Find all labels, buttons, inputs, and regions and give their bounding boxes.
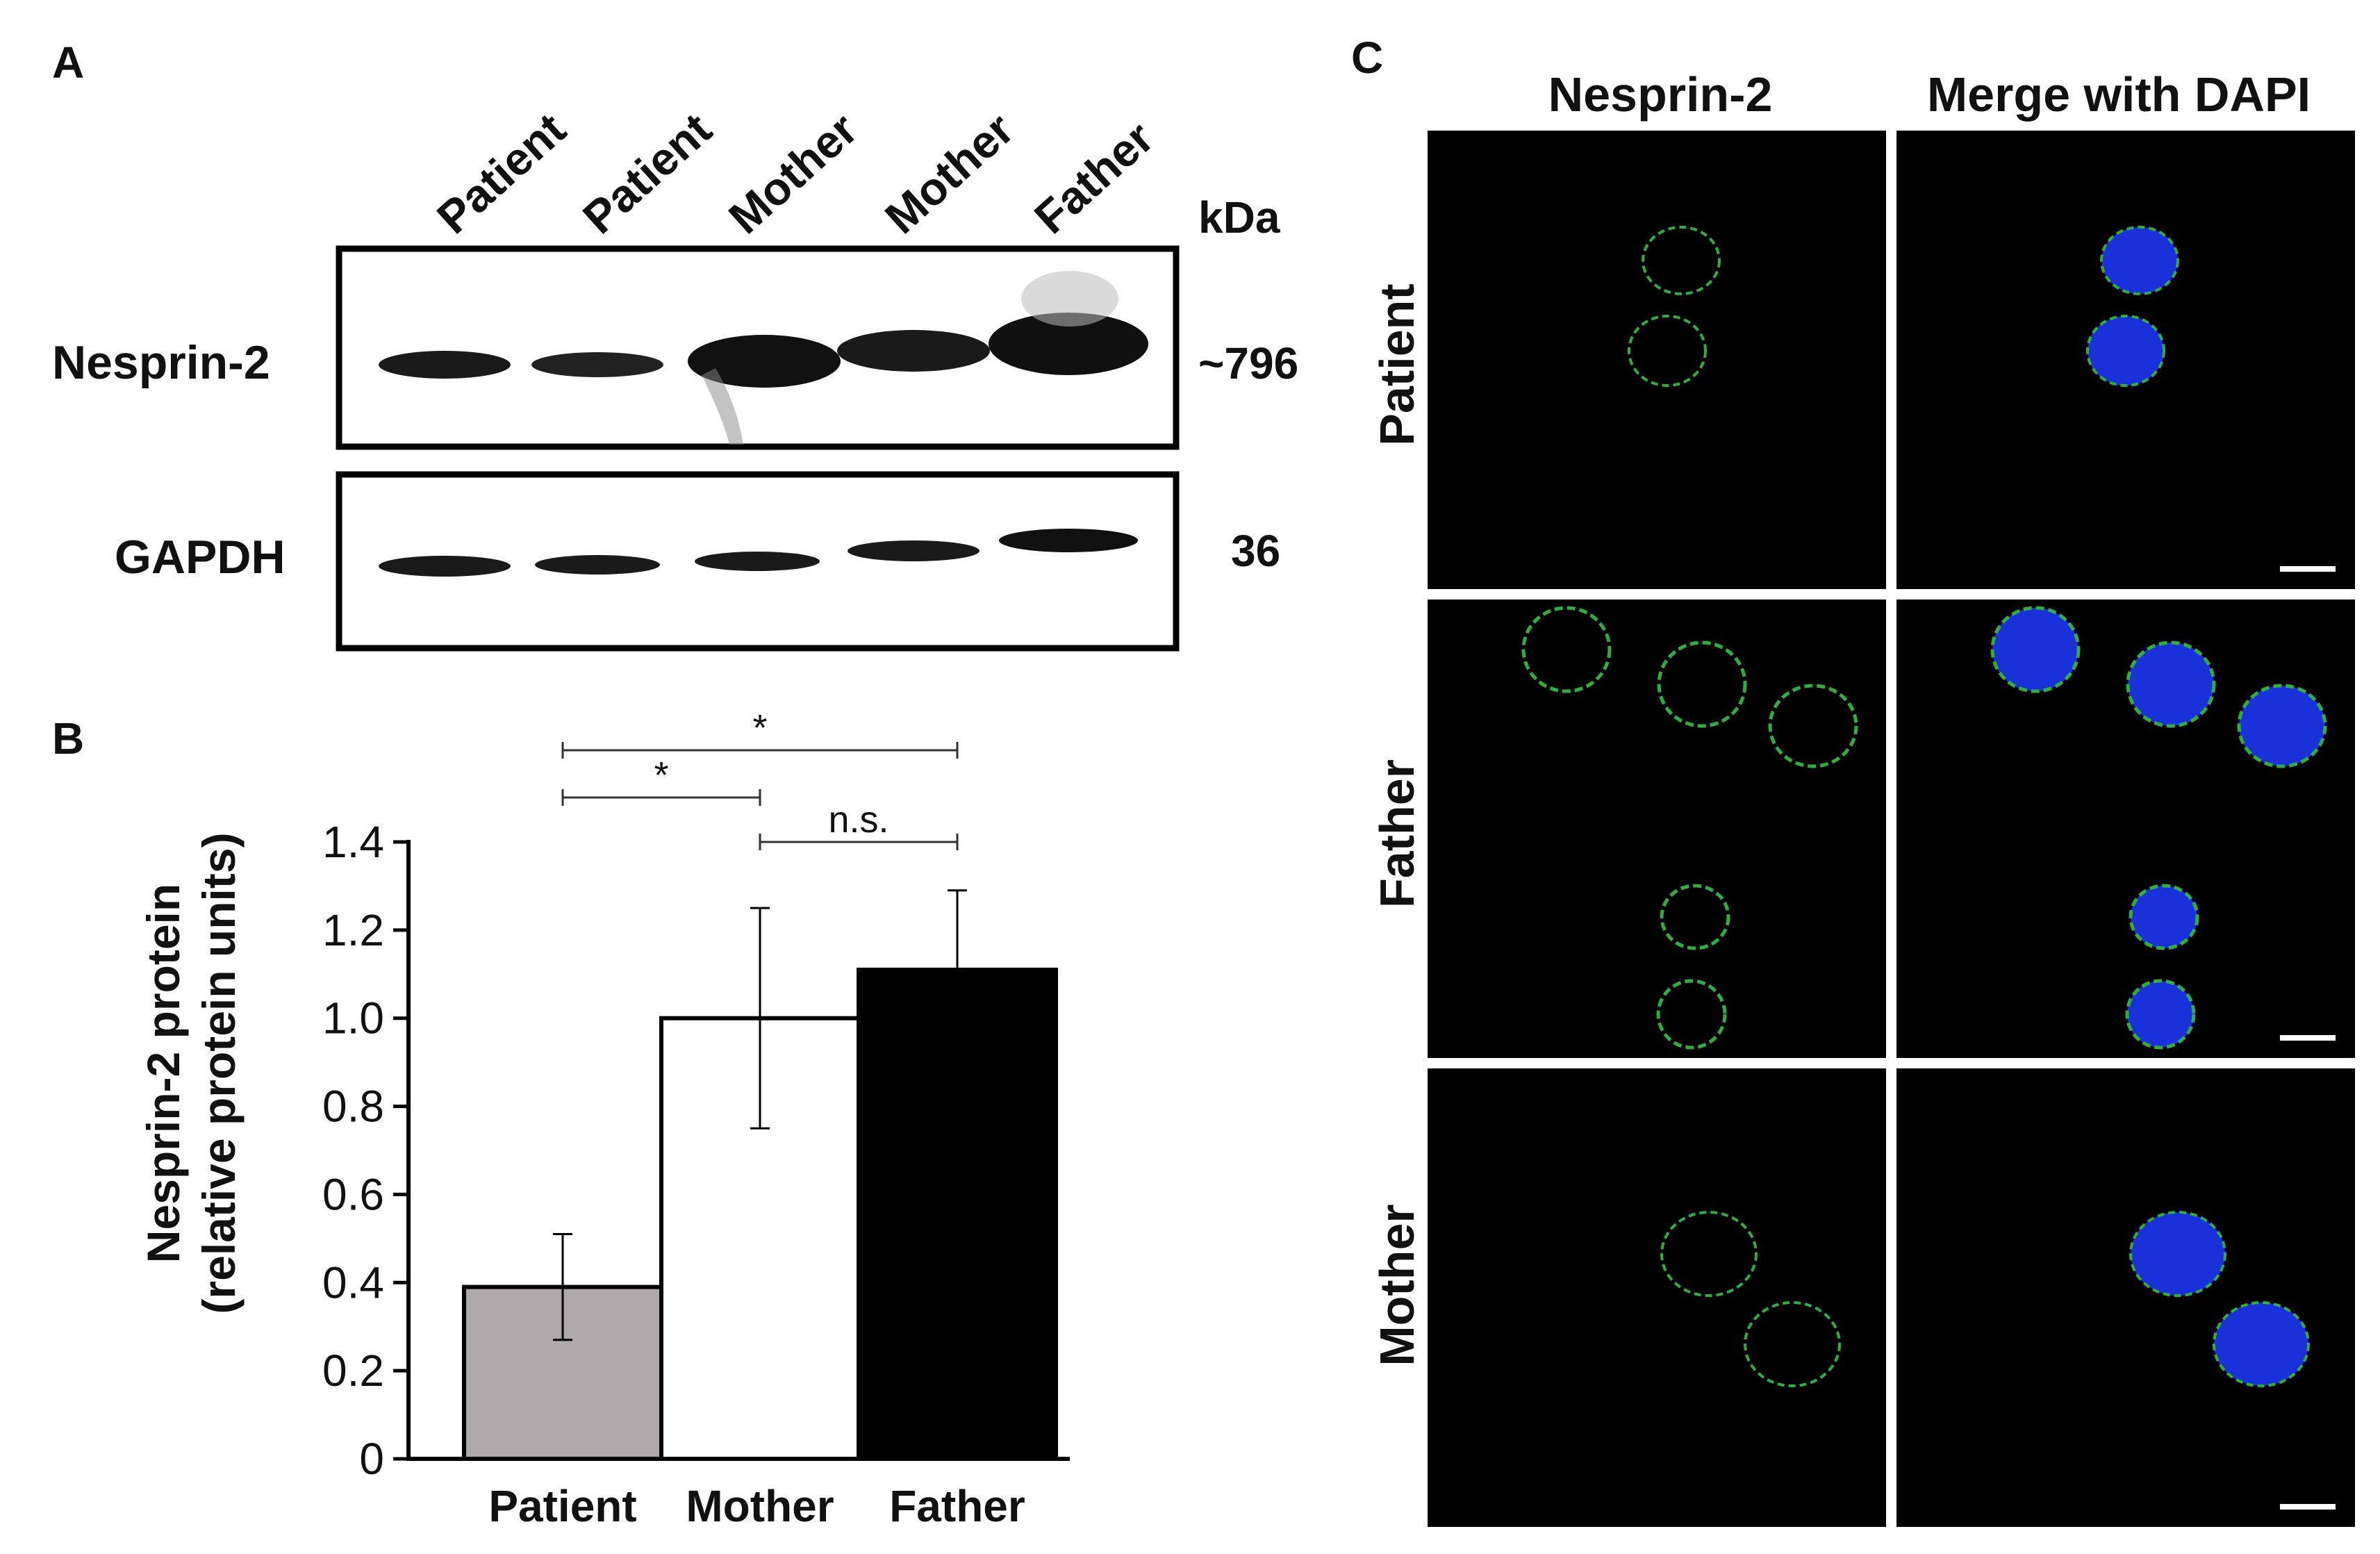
image-mother-nesprin2 xyxy=(1428,1068,1886,1527)
image-bg xyxy=(1428,131,1886,589)
band-nesprin2-1 xyxy=(379,351,511,379)
cell-outline xyxy=(1657,640,1747,728)
significance-label: * xyxy=(654,754,668,796)
row-header-mother: Mother xyxy=(1370,1204,1424,1366)
nucleus xyxy=(2213,1301,2310,1387)
nucleus xyxy=(2129,884,2199,950)
cell-outline xyxy=(1660,1211,1758,1297)
image-bg xyxy=(1428,600,1886,1058)
scale-bar xyxy=(2280,1504,2336,1510)
band-nesprin2-3 xyxy=(688,335,841,388)
image-father-merge xyxy=(1896,600,2355,1058)
column-header-nesprin2: Nesprin-2 xyxy=(1548,67,1773,122)
bar-father xyxy=(857,967,1058,1461)
image-bg xyxy=(1428,1068,1886,1527)
cell-outline xyxy=(1768,684,1858,768)
image-bg xyxy=(1896,600,2355,1058)
x-category-label: Mother xyxy=(686,1481,834,1531)
band-nesprin2-2 xyxy=(531,352,663,377)
blot-label-nesprin2: Nesprin-2 xyxy=(52,336,270,389)
cell-outline xyxy=(1660,884,1730,950)
y-tick-label: 0.2 xyxy=(322,1346,384,1396)
row-header-patient: Patient xyxy=(1370,283,1424,445)
error-bars xyxy=(553,889,967,1341)
image-patient-nesprin2 xyxy=(1428,131,1886,589)
cell-outline xyxy=(1656,979,1727,1050)
y-tick-label: 0.4 xyxy=(322,1257,384,1307)
significance-label: * xyxy=(752,707,767,749)
y-axis-title-line1: Nesprin-2 protein xyxy=(138,884,189,1263)
panel-c: C Nesprin-2 Merge with DAPI Patient Fath… xyxy=(1351,33,2355,1527)
scale-bar xyxy=(2280,1035,2336,1041)
x-axis-categories: Patient Mother Father xyxy=(488,1481,1025,1531)
band-gapdh-4 xyxy=(848,540,980,561)
y-tick-label: 1.4 xyxy=(322,817,384,867)
nucleus xyxy=(2086,315,2165,387)
nucleus xyxy=(2125,979,2196,1050)
row-header-father: Father xyxy=(1370,759,1424,908)
nucleus xyxy=(2129,1211,2226,1297)
bars xyxy=(462,967,1058,1461)
band-nesprin2-5-smear xyxy=(1021,271,1118,326)
bands-gapdh xyxy=(379,529,1138,577)
image-patient-merge xyxy=(1896,131,2355,589)
y-axis-ticks: 0 0.2 0.4 0.6 0.8 1.0 1.2 1.4 xyxy=(322,817,408,1484)
x-category-label: Patient xyxy=(488,1481,636,1531)
nucleus xyxy=(1990,606,2081,693)
y-tick-label: 0.8 xyxy=(322,1082,384,1132)
bands-nesprin2 xyxy=(379,271,1148,445)
image-father-nesprin2 xyxy=(1428,600,1886,1058)
band-gapdh-1 xyxy=(379,556,511,577)
image-mother-merge xyxy=(1896,1068,2355,1527)
y-tick-label: 1.0 xyxy=(322,993,384,1043)
column-header-merge: Merge with DAPI xyxy=(1927,67,2311,122)
band-gapdh-5 xyxy=(999,529,1138,552)
y-axis-title-line2: (relative protein units) xyxy=(193,832,245,1314)
kda-header: kDa xyxy=(1198,192,1280,242)
panel-c-letter: C xyxy=(1351,33,1383,83)
panel-b: B Nesprin-2 protein (relative protein un… xyxy=(52,707,1070,1531)
x-category-label: Father xyxy=(889,1481,1025,1531)
kda-gapdh: 36 xyxy=(1231,526,1280,576)
y-tick-label: 0.6 xyxy=(322,1169,384,1219)
nucleus xyxy=(2237,684,2327,768)
band-nesprin2-4 xyxy=(837,330,990,372)
nucleus xyxy=(2126,640,2216,728)
cell-outline xyxy=(1642,226,1721,295)
band-gapdh-3 xyxy=(695,552,820,571)
scale-bar xyxy=(2280,566,2336,572)
significance-label: n.s. xyxy=(828,799,889,841)
y-tick-label: 0 xyxy=(359,1434,384,1484)
image-bg xyxy=(1896,1068,2355,1527)
band-gapdh-2 xyxy=(535,555,660,575)
band-nesprin2-3-smear xyxy=(702,368,743,445)
y-tick-label: 1.2 xyxy=(322,905,384,955)
band-nesprin2-5 xyxy=(989,313,1148,375)
panel-a-letter: A xyxy=(52,38,84,88)
cell-outline xyxy=(1521,606,1612,693)
blot-label-gapdh: GAPDH xyxy=(115,531,286,584)
significance-brackets: * * n.s. xyxy=(561,707,959,850)
panel-b-letter: B xyxy=(52,713,84,763)
nucleus xyxy=(2100,226,2179,295)
cell-outline xyxy=(1628,315,1707,387)
cell-outline xyxy=(1744,1301,1841,1387)
kda-nesprin2: ~796 xyxy=(1198,338,1298,388)
